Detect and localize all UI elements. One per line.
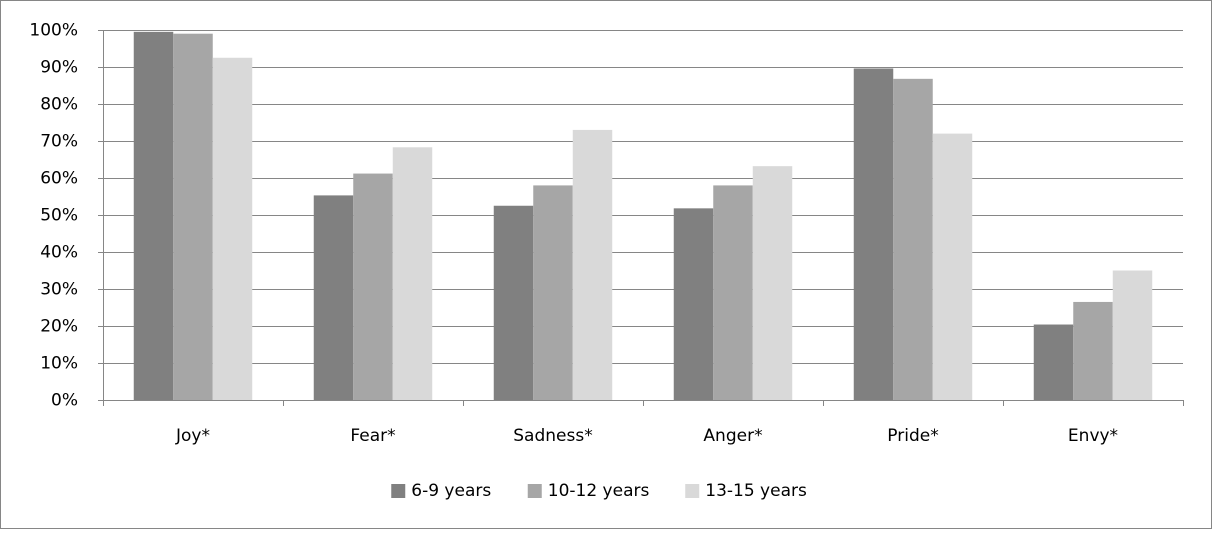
x-tick-label: Anger* [703, 426, 762, 446]
bar [313, 195, 354, 400]
legend-swatch [391, 484, 406, 498]
legend-label: 6-9 years [411, 481, 491, 501]
legend-label: 13-15 years [705, 481, 807, 501]
y-tick-label: 70% [40, 132, 78, 152]
y-tick-label: 20% [40, 317, 78, 337]
y-tick-label: 10% [40, 354, 78, 374]
legend-swatch [685, 484, 700, 498]
y-tick-label: 90% [40, 58, 78, 78]
bar [1112, 270, 1153, 400]
bar [673, 208, 714, 400]
x-tick-label: Envy* [1068, 426, 1118, 446]
legend-label: 10-12 years [548, 481, 650, 501]
y-tick-label: 80% [40, 95, 78, 115]
bar [133, 31, 174, 400]
bar [572, 129, 613, 400]
bar [752, 166, 793, 400]
y-tick-label: 60% [40, 169, 78, 189]
bar [893, 78, 933, 400]
y-tick-label: 100% [29, 21, 78, 41]
x-tick-label: Pride* [887, 426, 938, 446]
x-tick-label: Joy* [175, 426, 210, 446]
y-tick-label: 40% [40, 243, 78, 263]
bar [1073, 301, 1113, 400]
bar [392, 147, 433, 400]
y-tick-label: 30% [40, 280, 78, 300]
x-tick-label: Sadness* [513, 426, 592, 446]
bar [173, 33, 213, 400]
bar [533, 185, 573, 400]
y-tick-label: 0% [51, 391, 78, 411]
bar [493, 205, 534, 400]
bar [1033, 324, 1074, 400]
bar [212, 57, 253, 400]
bar [932, 133, 973, 400]
bar [713, 185, 753, 400]
bar [353, 173, 393, 400]
bar [853, 68, 894, 400]
x-tick-label: Fear* [350, 426, 395, 446]
legend-swatch [527, 484, 542, 498]
y-tick-label: 50% [40, 206, 78, 226]
